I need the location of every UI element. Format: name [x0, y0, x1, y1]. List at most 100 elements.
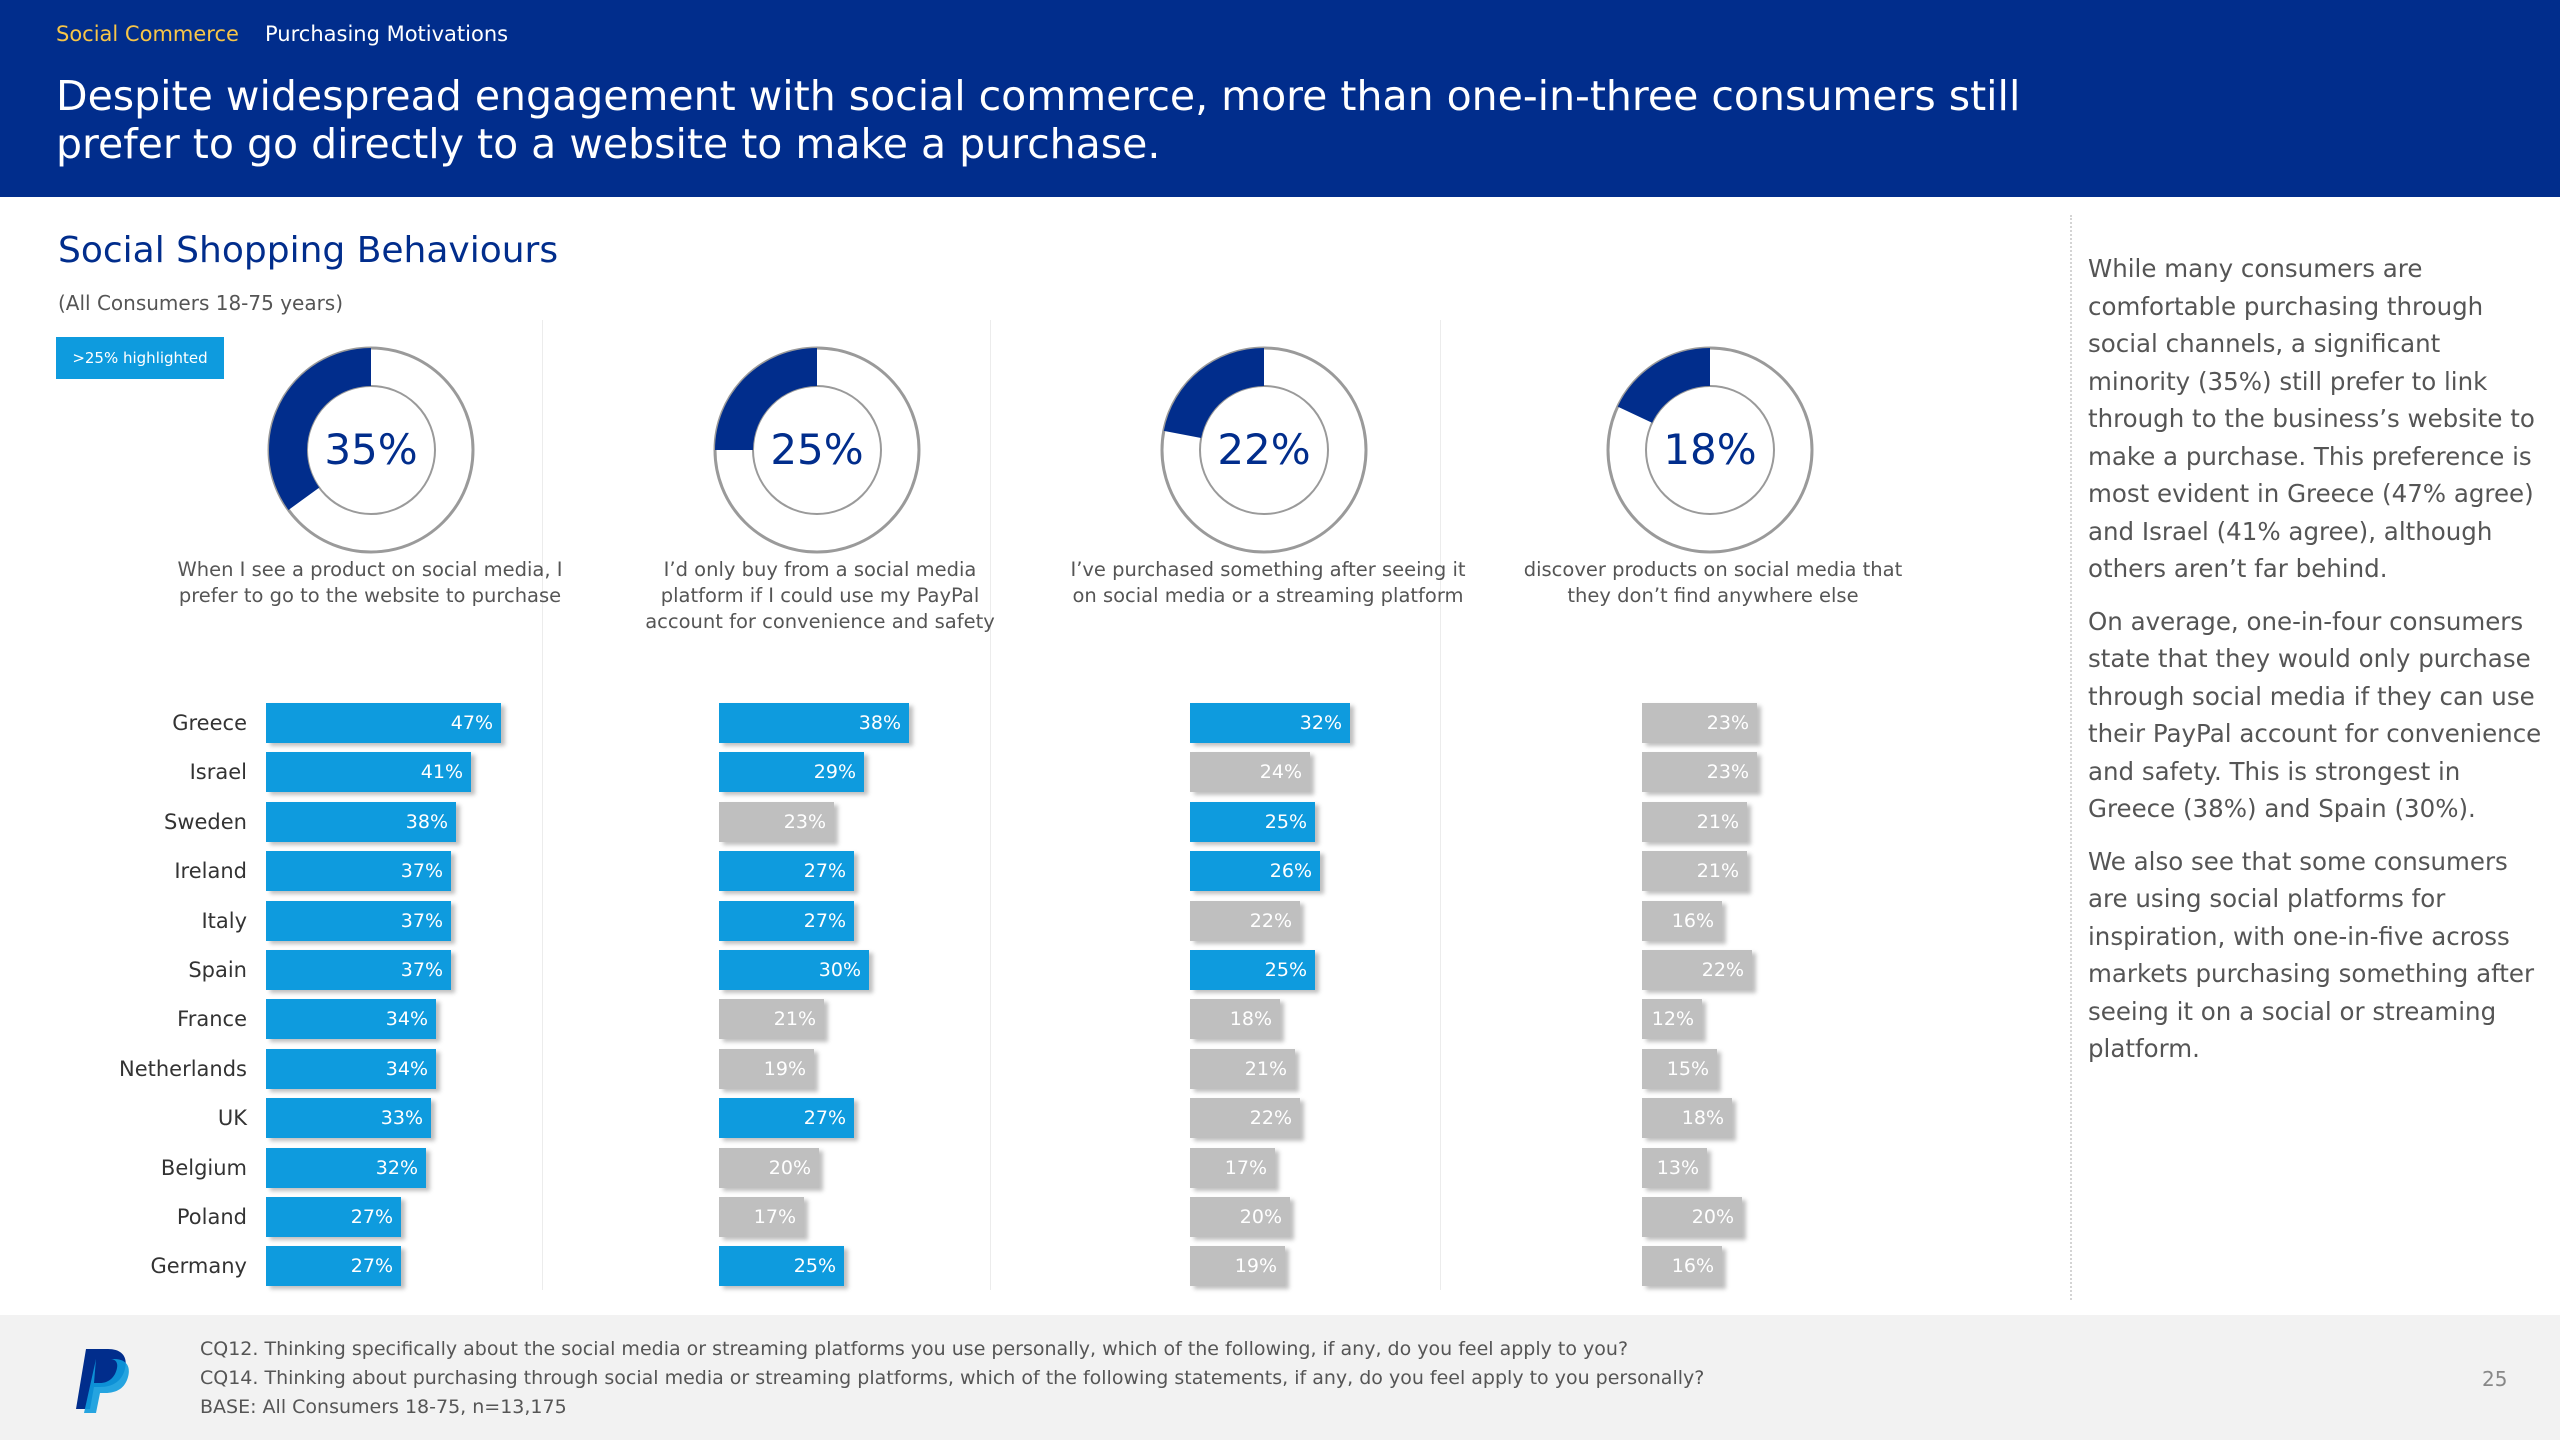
bar-sweden: 25%: [1190, 801, 1315, 842]
footnote-line: BASE: All Consumers 18-75, n=13,175: [200, 1396, 567, 1418]
bar-netherlands: 19%: [719, 1048, 814, 1089]
country-label: Netherlands: [118, 1056, 247, 1081]
bar-sweden: 38%: [266, 801, 456, 842]
chart-subtitle: (All Consumers 18-75 years): [58, 291, 344, 315]
data-label: 25%: [793, 1255, 836, 1278]
data-label: 30%: [818, 959, 861, 981]
bar-france: 18%: [1190, 999, 1280, 1040]
data-label: 27%: [803, 909, 846, 932]
bar-poland: 20%: [1642, 1197, 1742, 1237]
bar-greece: 23%: [1642, 703, 1757, 743]
bar-france: 12%: [1642, 999, 1702, 1040]
bar-ireland: 27%: [719, 851, 854, 892]
footnotes: CQ12. Thinking specifically about the so…: [200, 1335, 2400, 1422]
data-label: 34%: [385, 1057, 428, 1080]
bar-belgium: 13%: [1642, 1147, 1707, 1188]
column-separator: [1440, 320, 1441, 1290]
bar-poland: 17%: [719, 1197, 804, 1237]
data-label: 25%: [1264, 810, 1307, 833]
bar-germany: 16%: [1642, 1246, 1722, 1287]
bar-poland: 20%: [1190, 1197, 1290, 1237]
breadcrumb-section[interactable]: Social Commerce: [56, 22, 239, 46]
data-label: 32%: [375, 1156, 418, 1179]
footnote-line: CQ14. Thinking about purchasing through …: [200, 1367, 1705, 1389]
bar-greece: 32%: [1190, 703, 1350, 743]
country-label: UK: [217, 1106, 247, 1131]
data-label: 16%: [1671, 909, 1714, 932]
bar-italy: 27%: [719, 900, 854, 941]
country-label: Italy: [201, 908, 247, 933]
sidebar-divider: [2070, 215, 2072, 1300]
bar-ireland: 37%: [266, 851, 451, 892]
bar-germany: 27%: [266, 1246, 401, 1287]
data-label: 37%: [400, 959, 443, 981]
bar-germany: 25%: [719, 1246, 844, 1287]
data-label: 19%: [1234, 1255, 1277, 1278]
data-label: 13%: [1656, 1156, 1699, 1179]
page-number: 25: [2482, 1367, 2508, 1391]
data-label: 15%: [1666, 1057, 1709, 1080]
data-label: 32%: [1299, 712, 1342, 734]
country-label: Belgium: [160, 1155, 247, 1180]
statement-label: I’d only buy from a social media platfor…: [645, 558, 995, 633]
data-label: 38%: [405, 810, 448, 833]
data-label: 20%: [1239, 1206, 1282, 1228]
data-label: 20%: [768, 1156, 811, 1179]
data-label: 18%: [1229, 1008, 1272, 1031]
bar-greece: 38%: [719, 703, 909, 743]
data-label: 23%: [783, 810, 826, 833]
bar-israel: 24%: [1190, 752, 1310, 793]
bar-spain: 25%: [1190, 950, 1315, 990]
country-label: Greece: [172, 711, 247, 735]
bar-italy: 22%: [1190, 900, 1300, 941]
donut-chart: [713, 346, 921, 554]
data-label: 18%: [1681, 1107, 1724, 1130]
country-label: Israel: [189, 760, 247, 785]
data-label: 12%: [1651, 1008, 1694, 1031]
footnote-line: CQ12. Thinking specifically about the so…: [200, 1338, 1629, 1360]
bar-sweden: 21%: [1642, 801, 1747, 842]
data-label: 21%: [773, 1008, 816, 1031]
bar-france: 34%: [266, 999, 436, 1040]
bar-uk: 27%: [719, 1098, 854, 1139]
bar-netherlands: 34%: [266, 1048, 436, 1089]
summary-donut: 18%: [1600, 340, 1860, 560]
header-band: Social Commerce Purchasing Motivations D…: [0, 0, 2560, 197]
data-label: 19%: [763, 1057, 806, 1080]
data-label: 26%: [1269, 860, 1312, 883]
bar-netherlands: 21%: [1190, 1048, 1295, 1089]
breadcrumb-page[interactable]: Purchasing Motivations: [265, 22, 509, 46]
data-label: 27%: [803, 1107, 846, 1130]
bar-spain: 37%: [266, 950, 451, 990]
bar-spain: 30%: [719, 950, 869, 990]
column-separator: [542, 320, 543, 1290]
chart-title: Social Shopping Behaviours: [58, 230, 559, 271]
bar-ireland: 21%: [1642, 851, 1747, 892]
data-label: 25%: [1264, 959, 1307, 981]
bar-uk: 18%: [1642, 1098, 1732, 1139]
data-label: 21%: [1244, 1057, 1287, 1080]
column-separator: [990, 320, 991, 1290]
bar-belgium: 17%: [1190, 1147, 1275, 1188]
donut-wedge: [1617, 348, 1710, 423]
bar-israel: 23%: [1642, 752, 1757, 793]
data-label: 33%: [380, 1107, 423, 1130]
data-label: 23%: [1706, 712, 1749, 734]
country-label: Spain: [188, 958, 247, 982]
donut-chart: [267, 346, 475, 554]
data-label: 24%: [1259, 761, 1302, 784]
bar-poland: 27%: [266, 1197, 401, 1237]
data-label: 47%: [450, 712, 493, 734]
data-label: 22%: [1701, 959, 1744, 981]
donut-value-label: 35%: [324, 425, 418, 474]
bar-uk: 22%: [1190, 1098, 1300, 1139]
data-label: 29%: [813, 761, 856, 784]
data-label: 34%: [385, 1008, 428, 1031]
country-label: Poland: [176, 1205, 247, 1229]
footer: CQ12. Thinking specifically about the so…: [0, 1315, 2560, 1440]
donut-wedge: [715, 348, 817, 450]
paypal-logo-icon: [76, 1349, 129, 1413]
data-label: 17%: [753, 1206, 796, 1228]
data-label: 22%: [1249, 909, 1292, 932]
bar-italy: 37%: [266, 900, 451, 941]
